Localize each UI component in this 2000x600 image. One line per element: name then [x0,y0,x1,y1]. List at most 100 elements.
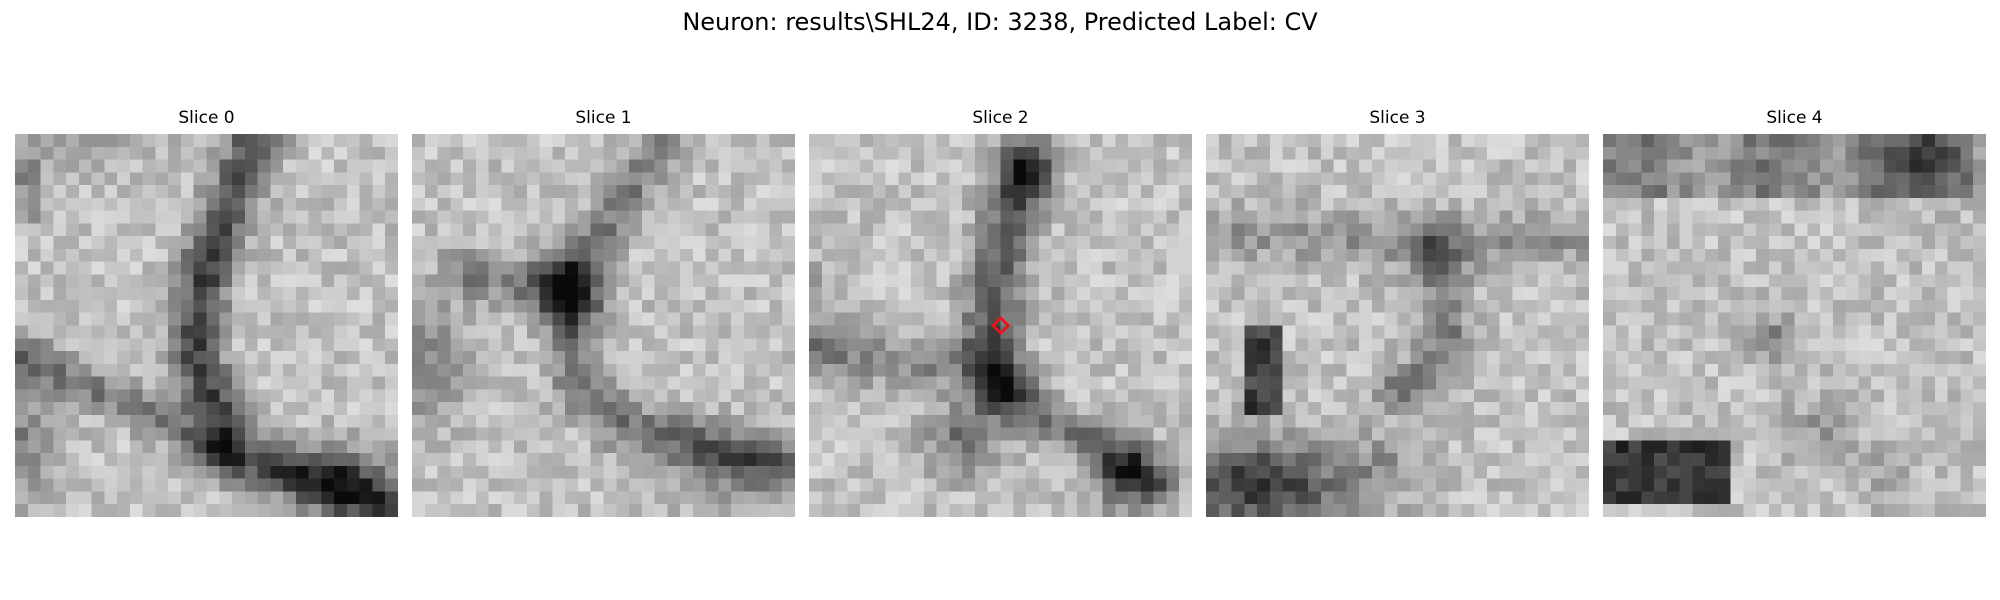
slice-pixel [1102,134,1116,148]
slice-pixel [1666,287,1680,301]
slice-pixel [898,210,912,224]
slice-pixel [1077,146,1091,160]
slice-pixel [257,185,271,199]
slice-pixel [1934,210,1948,224]
slice-pixel [91,504,105,517]
slice-pixel [1641,363,1655,377]
slice-pixel [962,453,976,467]
slice-pixel [450,185,464,199]
slice-pixel [270,134,284,148]
slice-pixel [641,363,655,377]
slice-pixel [847,185,861,199]
slice-pixel [1320,427,1334,441]
slice-pixel [769,223,783,237]
slice-pixel [1858,465,1872,479]
slice-pixel [1934,363,1948,377]
slice-pixel [488,223,502,237]
slice-pixel [860,210,874,224]
slice-pixel [1128,478,1142,492]
slice-pixel [1410,146,1424,160]
slice-pixel [1641,261,1655,275]
slice-pixel [27,274,41,288]
slice-pixel [1346,185,1360,199]
slice-pixel [1717,504,1731,517]
slice-pixel [1603,363,1617,377]
slice-pixel [1563,274,1577,288]
slice-pixel [1499,376,1513,390]
slice-pixel [565,338,579,352]
slice-pixel [66,402,80,416]
slice-pixel [1206,197,1220,211]
slice-pixel [911,197,925,211]
slice-pixel [1730,351,1744,365]
slice-pixel [1909,210,1923,224]
slice-pixel [359,236,373,250]
slice-pixel [1858,159,1872,173]
slice-pixel [1947,159,1961,173]
slice-pixel [27,236,41,250]
slice-pixel [1359,159,1373,173]
slice-pixel [66,312,80,326]
slice-pixel [603,287,617,301]
slice-pixel [1179,389,1192,403]
slice-pixel [1871,159,1885,173]
slice-pixel [155,376,169,390]
slice-pixel [756,248,770,262]
slice-pixel [1692,402,1706,416]
slice-pixel [629,389,643,403]
slice-pixel [1871,210,1885,224]
slice-pixel [1206,287,1220,301]
slice-pixel [1845,453,1859,467]
slice-pixel [743,376,757,390]
slice-pixel [91,427,105,441]
slice-pixel [1743,325,1757,339]
slice-pixel [718,312,732,326]
slice-pixel [359,363,373,377]
slice-pixel [1679,197,1693,211]
slice-pixel [539,312,553,326]
slice-pixel [1820,440,1834,454]
slice-pixel [1947,325,1961,339]
slice-pixel [1051,465,1065,479]
slice-pixel [1717,478,1731,492]
slice-pixel [756,440,770,454]
slice-pixel [78,312,92,326]
slice-pixel [1128,248,1142,262]
slice-pixel [1603,440,1617,454]
slice-pixel [1448,134,1462,148]
slice-pixel [1308,478,1322,492]
slice-pixel [782,389,795,403]
slice-pixel [782,440,795,454]
slice-pixel [1883,210,1897,224]
slice-pixel [385,491,398,505]
slice-pixel [488,197,502,211]
slice-pixel [1359,465,1373,479]
slice-pixel [424,312,438,326]
slice-pixel [514,427,528,441]
slice-pixel [809,223,823,237]
slice-pixel [692,287,706,301]
slice-pixel [898,159,912,173]
slice-pixel [654,197,668,211]
slice-pixel [104,453,118,467]
slice-pixel [1909,427,1923,441]
slice-pixel [603,261,617,275]
slice-pixel [809,261,823,275]
slice-pixel [1231,248,1245,262]
slice-pixel [475,312,489,326]
slice-pixel [1666,185,1680,199]
slice-pixel [104,299,118,313]
slice-pixel [514,440,528,454]
slice-pixel [1384,363,1398,377]
slice-pixel [1960,312,1974,326]
slice-pixel [603,236,617,250]
slice-pixel [1333,427,1347,441]
slice-pixel [769,325,783,339]
slice-pixel [718,210,732,224]
slice-pixel [872,248,886,262]
slice-pixel [1051,159,1065,173]
slice-pixel [821,274,835,288]
slice-pixel [501,287,515,301]
slice-pixel [692,274,706,288]
slice-pixel [180,159,194,173]
